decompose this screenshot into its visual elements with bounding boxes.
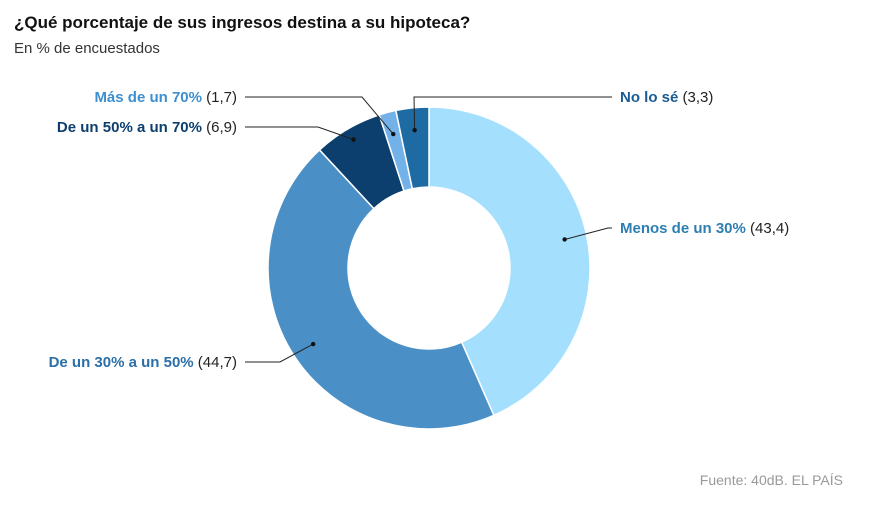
label-value: (6,9) bbox=[202, 119, 237, 136]
leader-line-mas-de-un-70 bbox=[245, 96, 394, 135]
label-mas-de-un-70: Más de un 70% (1,7) bbox=[94, 89, 237, 106]
label-menos-de-un-30: Menos de un 30% (43,4) bbox=[620, 220, 789, 237]
leader-dot-mas-de-un-70 bbox=[391, 131, 396, 137]
label-value: (1,7) bbox=[202, 89, 237, 106]
slice-menos-de-un-30 bbox=[428, 106, 591, 417]
leader-dot-de-un-50-a-un-70 bbox=[351, 137, 356, 142]
slice-no-lo-se bbox=[394, 106, 430, 190]
label-de-un-50-a-un-70: De un 50% a un 70% (6,9) bbox=[57, 119, 237, 136]
labels-layer: Menos de un 30% (43,4) De un 30% a un 50%… bbox=[49, 89, 790, 371]
leader-line-de-un-30-a-un-50 bbox=[245, 343, 314, 363]
label-name: De un 50% a un 70% bbox=[57, 119, 202, 136]
chart-subtitle: En % de encuestados bbox=[14, 40, 160, 57]
label-name: No lo sé bbox=[620, 89, 678, 106]
label-name: Más de un 70% bbox=[94, 89, 202, 106]
leader-line-no-lo-se bbox=[413, 96, 612, 131]
label-name: Menos de un 30% bbox=[620, 220, 746, 237]
slices-layer bbox=[267, 106, 591, 430]
label-de-un-30-a-un-50: De un 30% a un 50% (44,7) bbox=[49, 354, 237, 371]
label-name: De un 30% a un 50% bbox=[49, 354, 194, 371]
chart-title: ¿Qué porcentaje de sus ingresos destina … bbox=[14, 13, 471, 32]
label-no-lo-se: No lo sé (3,3) bbox=[620, 89, 713, 106]
leader-dot-menos-de-un-30 bbox=[562, 237, 567, 242]
label-value: (3,3) bbox=[678, 89, 713, 106]
leader-line-de-un-50-a-un-70 bbox=[245, 126, 354, 140]
slice-de-un-30-a-un-50 bbox=[267, 148, 495, 430]
leader-dot-no-lo-se bbox=[412, 127, 417, 133]
label-value: (44,7) bbox=[194, 354, 237, 371]
leader-dot-de-un-30-a-un-50 bbox=[310, 341, 316, 347]
leaders-layer bbox=[245, 96, 612, 363]
leader-line-menos-de-un-30 bbox=[564, 227, 612, 240]
source-note: Fuente: 40dB. EL PAÍS bbox=[699, 472, 843, 488]
label-value: (43,4) bbox=[746, 220, 789, 237]
